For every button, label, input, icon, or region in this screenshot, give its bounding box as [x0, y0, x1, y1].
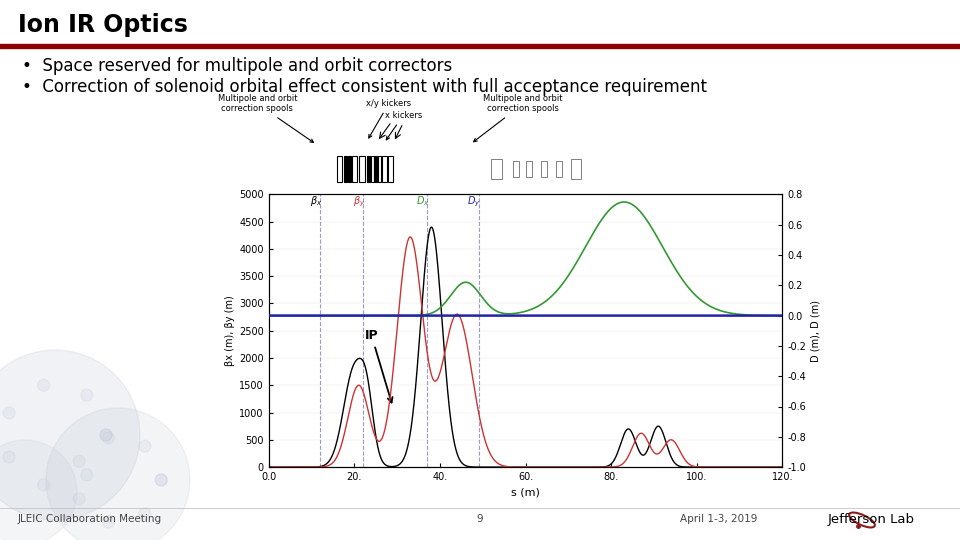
Text: $\beta_x$: $\beta_x$	[310, 194, 322, 208]
Text: Jefferson Lab: Jefferson Lab	[828, 513, 915, 526]
Circle shape	[73, 455, 85, 467]
Bar	[513, 161, 519, 177]
X-axis label: s (m): s (m)	[511, 488, 540, 497]
Circle shape	[3, 407, 15, 419]
Bar	[352, 157, 357, 181]
Text: x/y kickers: x/y kickers	[366, 99, 412, 138]
Bar	[344, 157, 348, 181]
Bar	[388, 157, 393, 181]
Bar	[526, 161, 532, 177]
Circle shape	[73, 492, 85, 505]
Bar	[368, 157, 371, 181]
Circle shape	[37, 479, 50, 491]
Text: Multipole and orbit
correction spools: Multipole and orbit correction spools	[218, 94, 314, 143]
Y-axis label: D (m), D (m): D (m), D (m)	[810, 300, 820, 362]
Bar	[348, 157, 351, 181]
Text: Multipole and orbit
correction spools: Multipole and orbit correction spools	[473, 94, 563, 141]
Bar	[540, 161, 547, 177]
Bar	[371, 157, 373, 181]
Bar	[337, 157, 343, 181]
Circle shape	[81, 469, 93, 481]
Text: $D_y$: $D_y$	[468, 194, 481, 209]
Text: April 1-3, 2019: April 1-3, 2019	[680, 514, 757, 524]
Bar	[382, 157, 387, 181]
Text: $D_x$: $D_x$	[416, 194, 430, 208]
Bar	[378, 157, 381, 181]
Text: Ion IR Optics: Ion IR Optics	[18, 13, 188, 37]
Bar	[556, 161, 562, 177]
Text: x kickers: x kickers	[385, 111, 421, 140]
Text: IP: IP	[365, 329, 393, 402]
Circle shape	[81, 389, 93, 401]
Text: •  Space reserved for multipole and orbit correctors: • Space reserved for multipole and orbit…	[22, 57, 452, 75]
Text: $\beta_y$: $\beta_y$	[352, 194, 365, 209]
Text: •  Correction of solenoid orbital effect consistent with full acceptance require: • Correction of solenoid orbital effect …	[22, 78, 707, 96]
Circle shape	[156, 474, 167, 486]
Circle shape	[3, 451, 15, 463]
Circle shape	[103, 432, 114, 444]
Bar	[359, 157, 365, 181]
Text: 9: 9	[477, 514, 483, 524]
Circle shape	[139, 440, 151, 452]
Text: JLEIC Collaboration Meeting: JLEIC Collaboration Meeting	[18, 514, 162, 524]
Circle shape	[37, 379, 50, 392]
Circle shape	[0, 350, 140, 520]
Circle shape	[46, 408, 190, 540]
Circle shape	[139, 508, 151, 520]
Bar	[570, 159, 581, 179]
Bar	[492, 159, 502, 179]
Y-axis label: βx (m), βy (m): βx (m), βy (m)	[225, 295, 235, 366]
Circle shape	[103, 516, 114, 528]
Circle shape	[100, 429, 112, 441]
Circle shape	[156, 474, 167, 486]
Circle shape	[0, 440, 77, 540]
Circle shape	[100, 429, 112, 441]
Bar	[374, 157, 377, 181]
